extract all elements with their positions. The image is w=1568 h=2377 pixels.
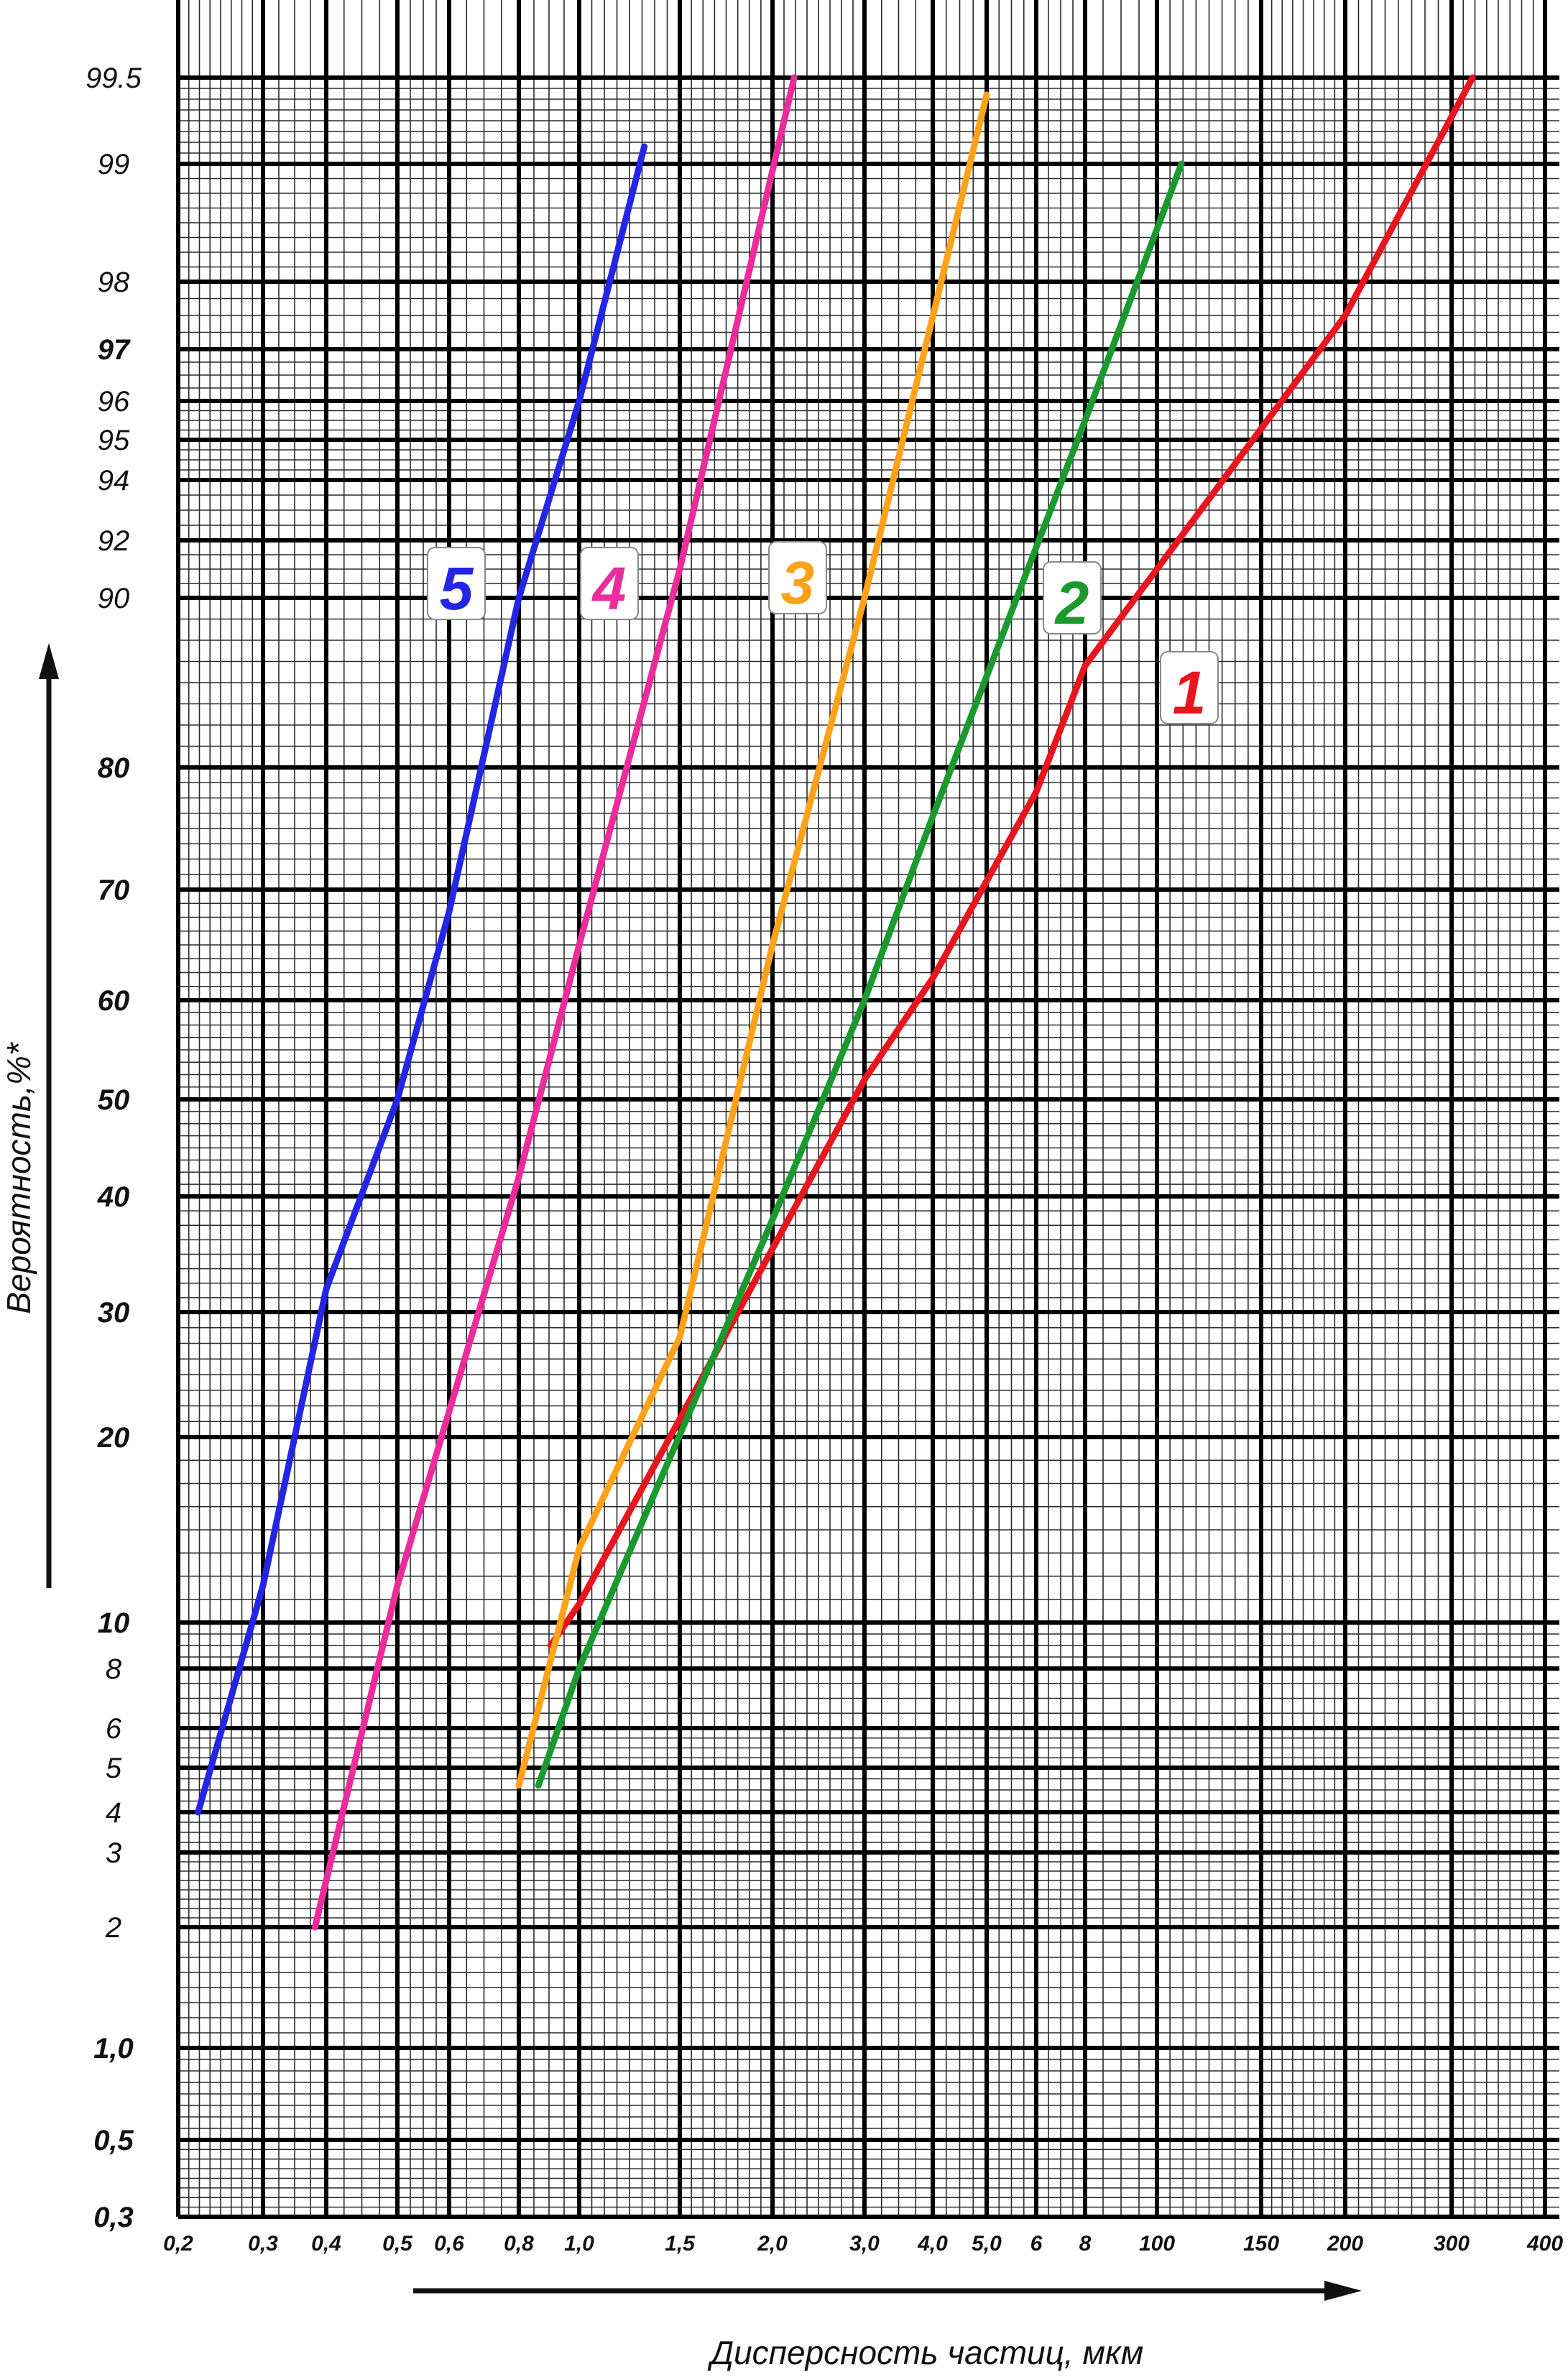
- x-tick-label: 2,0: [757, 2232, 788, 2256]
- x-tick-label: 0,3: [248, 2232, 278, 2256]
- x-tick-label: 1,5: [665, 2232, 696, 2256]
- series-3-label-text: 3: [781, 549, 815, 617]
- y-axis-arrow: [39, 643, 59, 1588]
- y-tick-labels: 0,3 0,5 1,0 2 3 4 5 6 8 10 20 30 40 50 60 70 80 90 92 94 95 9…: [86, 63, 142, 2233]
- y-tick-label: 0,5: [93, 2125, 134, 2156]
- x-tick-label: 0,5: [382, 2232, 413, 2256]
- y-tick-label: 95: [98, 425, 130, 456]
- series-4-label: 4: [580, 547, 639, 622]
- series-2-line: [535, 160, 1185, 1789]
- y-tick-label: 97: [98, 334, 131, 366]
- y-tick-label: 1,0: [93, 2033, 134, 2064]
- series-3-label: 3: [768, 541, 827, 617]
- series-2-label-text: 2: [1054, 569, 1089, 637]
- y-tick-label: 60: [98, 985, 130, 1017]
- y-axis-title: Вероятность,%*: [0, 1041, 37, 1314]
- y-tick-label: 30: [98, 1297, 130, 1329]
- x-tick-label: 4,0: [917, 2232, 948, 2256]
- y-tick-label: 5: [106, 1753, 122, 1784]
- y-tick-label: 98: [98, 267, 130, 298]
- y-tick-label: 94: [98, 465, 130, 497]
- series-2-label: 2: [1043, 561, 1102, 637]
- series-1-label-box: [1160, 651, 1219, 724]
- x-tick-label: 300: [1434, 2232, 1470, 2256]
- series-5-label: 5: [427, 547, 486, 622]
- y-tick-label: 3: [106, 1837, 121, 1869]
- series-5-label-text: 5: [440, 555, 474, 622]
- series-1-line: [547, 74, 1476, 1649]
- y-tick-label: 0,3: [93, 2202, 134, 2233]
- series-4-label-box: [580, 547, 639, 620]
- curve-labels: 1 2 3 4 5: [427, 541, 1219, 726]
- x-tick-labels: 0,2 0,3 0,4 0,5 0,6 0,8 1,0 1,5 2,0 3,0 4,0 5,0 6 8 10…: [163, 2232, 1563, 2256]
- y-tick-label: 2: [105, 1912, 121, 1944]
- series-1-label-text: 1: [1173, 659, 1207, 726]
- x-tick-label: 200: [1327, 2232, 1363, 2256]
- y-tick-label: 90: [98, 583, 130, 614]
- series-5-label-box: [427, 547, 486, 620]
- y-tick-label: 8: [106, 1653, 122, 1685]
- x-tick-label: 1,0: [564, 2232, 594, 2256]
- x-tick-label: 0,4: [311, 2232, 341, 2256]
- series-4-line: [311, 74, 798, 1931]
- y-tick-label: 4: [106, 1797, 121, 1829]
- x-tick-label: 8: [1079, 2232, 1092, 2256]
- x-tick-label: 6: [1030, 2232, 1043, 2256]
- series-1-label: 1: [1160, 651, 1219, 726]
- y-tick-label: 99: [98, 149, 130, 180]
- series-5-line: [195, 143, 648, 1816]
- y-tick-label: 96: [98, 386, 130, 417]
- x-tick-label: 100: [1139, 2232, 1175, 2256]
- x-axis-arrow: [413, 2281, 1362, 2301]
- x-axis-title: Дисперсность частиц, мкм: [707, 2334, 1144, 2371]
- distribution-curves: [195, 74, 1476, 1931]
- y-tick-label: 70: [98, 874, 130, 906]
- x-tick-label: 150: [1243, 2232, 1279, 2256]
- y-tick-label: 10: [98, 1607, 130, 1639]
- series-3-line: [515, 91, 990, 1789]
- y-tick-label: 92: [98, 525, 130, 557]
- y-tick-label: 40: [97, 1181, 130, 1213]
- series-2-label-box: [1043, 561, 1102, 634]
- series-4-label-text: 4: [591, 555, 627, 622]
- y-tick-label: 50: [98, 1084, 130, 1116]
- y-tick-label: 20: [97, 1422, 130, 1454]
- y-tick-label: 6: [106, 1713, 122, 1745]
- series-3-label-box: [768, 541, 827, 614]
- x-tick-label: 0,2: [163, 2232, 193, 2256]
- x-tick-label: 0,8: [504, 2232, 534, 2256]
- x-tick-label: 400: [1526, 2232, 1563, 2256]
- x-tick-label: 5,0: [972, 2232, 1002, 2256]
- x-tick-label: 0,6: [434, 2232, 464, 2256]
- minor-grid: [178, 0, 1559, 2217]
- y-tick-label: 99.5: [86, 63, 142, 94]
- y-tick-label: 80: [98, 752, 130, 784]
- x-tick-label: 3,0: [849, 2232, 880, 2256]
